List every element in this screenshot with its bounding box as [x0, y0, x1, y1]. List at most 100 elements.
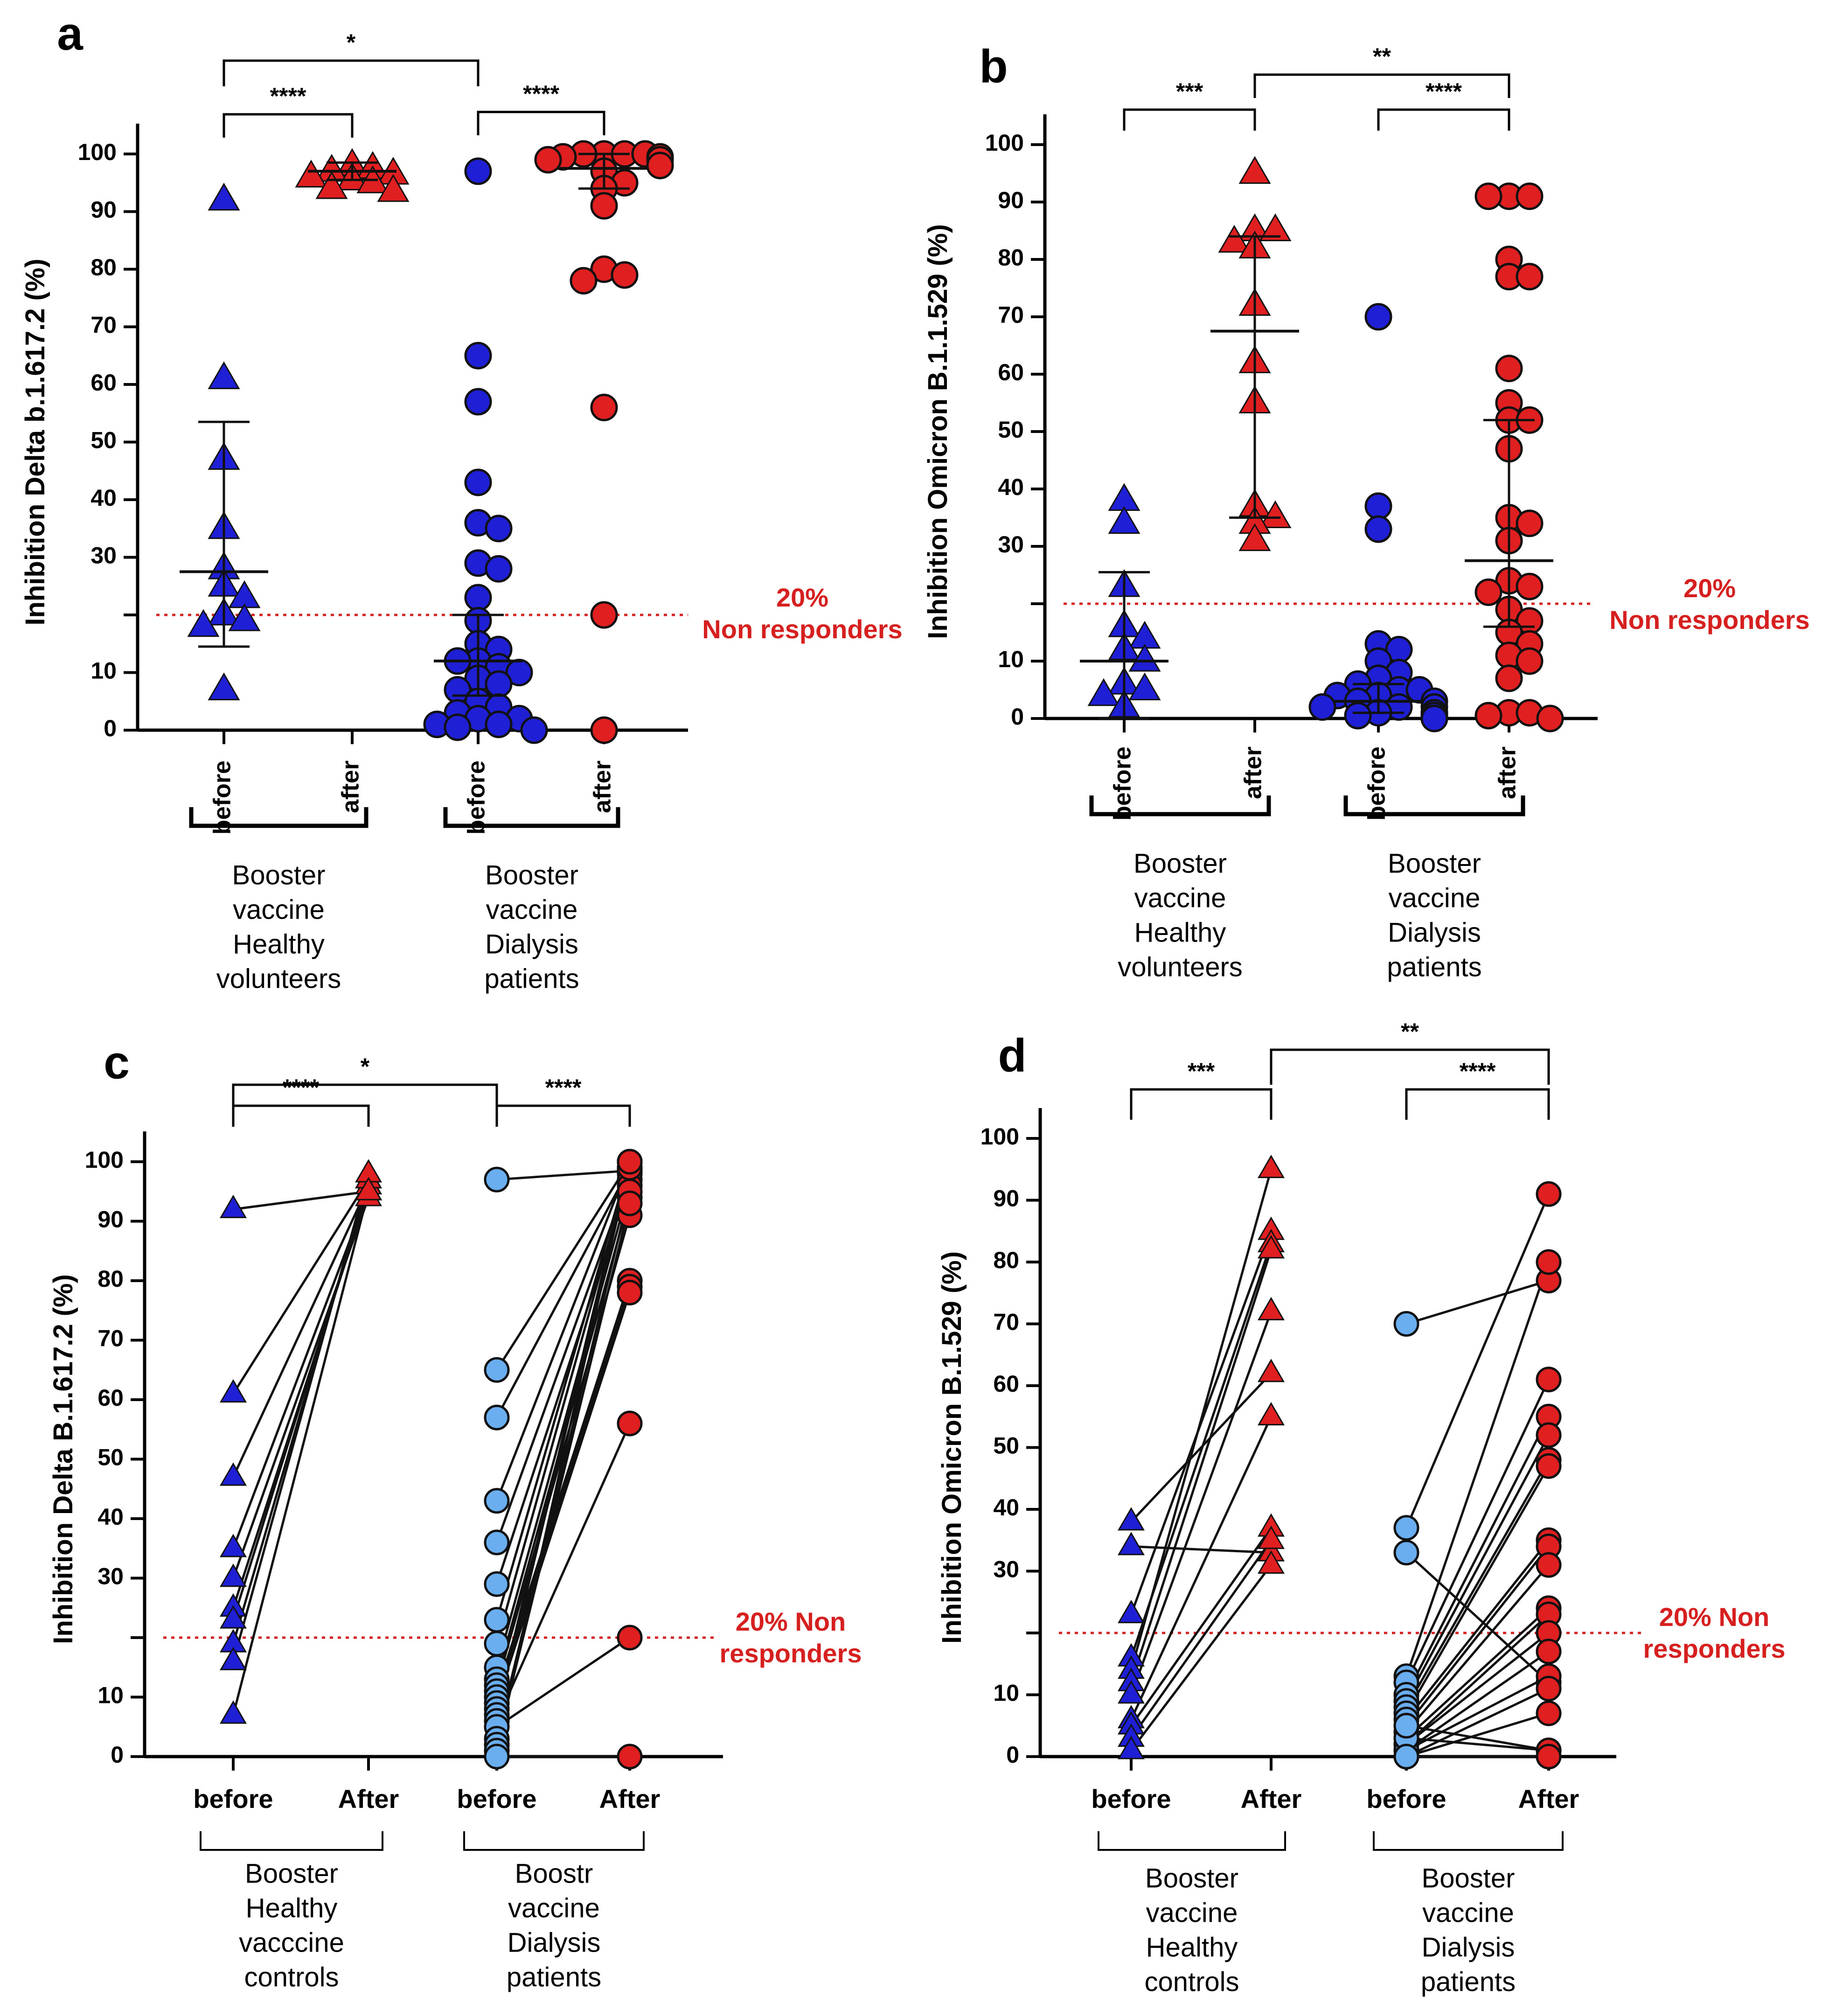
category-label: After — [1518, 1784, 1579, 1814]
data-point-before — [484, 1744, 510, 1770]
paired-line — [1405, 1539, 1550, 1721]
y-tick-label: 90 — [998, 187, 1024, 213]
group-label: Booster — [1422, 1863, 1515, 1893]
paired-line — [1405, 1551, 1550, 1683]
data-point — [1516, 572, 1544, 600]
data-point-after — [617, 1410, 643, 1437]
data-point-before — [484, 1631, 510, 1657]
group-label: Healthy — [1134, 917, 1226, 948]
paired-line — [495, 1161, 631, 1501]
group-label: Dialysis — [1422, 1932, 1515, 1962]
data-point-after — [617, 1625, 643, 1651]
y-axis-title: Inhibition Delta B.1.617.2 (%) — [48, 1274, 78, 1644]
significance-bracket — [495, 1104, 631, 1127]
significance-label: *** — [1176, 78, 1203, 105]
data-point — [1087, 678, 1120, 706]
data-point-after — [355, 1177, 382, 1200]
group-label: Dialysis — [1388, 917, 1481, 948]
data-point — [1420, 705, 1448, 732]
data-point-after — [1257, 1550, 1285, 1574]
group-label: Booster — [1388, 848, 1481, 879]
y-tick-label: 0 — [111, 1742, 124, 1768]
y-tick-label: 40 — [993, 1494, 1019, 1521]
paired-line — [1130, 1416, 1273, 1720]
y-tick-label: 100 — [85, 1147, 124, 1173]
data-point — [485, 711, 513, 739]
group-label: controls — [1144, 1967, 1239, 1997]
data-point-before — [1393, 1311, 1419, 1337]
data-point — [590, 393, 618, 421]
paired-line — [1130, 1311, 1273, 1695]
data-point — [1536, 705, 1564, 732]
group-label: Healthy — [233, 929, 325, 959]
paired-line — [495, 1161, 631, 1371]
data-point-after — [1536, 1552, 1562, 1578]
paired-line — [1130, 1527, 1273, 1727]
data-point — [464, 157, 492, 185]
threshold-label: 20% Non — [1659, 1602, 1770, 1632]
group-label: Healthy — [1146, 1932, 1238, 1962]
data-point — [534, 146, 562, 174]
paired-line — [1405, 1564, 1550, 1733]
group-bracket — [200, 1831, 383, 1851]
paired-line — [495, 1292, 631, 1704]
data-point — [520, 716, 548, 744]
group-bracket — [1089, 795, 1271, 816]
data-point — [1218, 224, 1251, 253]
group-label: Booster — [485, 860, 578, 890]
data-point — [1516, 182, 1544, 210]
group-label: vaccine — [1134, 883, 1226, 913]
group-bracket — [463, 1831, 645, 1851]
significance-label: **** — [523, 81, 559, 107]
significance-bracket — [1253, 73, 1510, 98]
group-label: patients — [484, 963, 579, 994]
data-point-before — [484, 1166, 510, 1193]
data-point — [295, 160, 327, 188]
paired-line — [1405, 1193, 1550, 1528]
group-label: Dialysis — [485, 929, 578, 959]
category-label: after — [337, 760, 364, 813]
category-label: before — [1091, 1784, 1171, 1814]
group-label: Boostr — [515, 1858, 593, 1889]
category-label: After — [599, 1784, 661, 1814]
y-tick-label: 0 — [104, 715, 117, 741]
data-point — [485, 515, 513, 543]
data-point — [590, 192, 618, 220]
significance-label: * — [347, 29, 356, 56]
y-tick-label: 80 — [97, 1266, 124, 1292]
paired-line — [1405, 1262, 1550, 1677]
significance-bracket — [477, 111, 605, 135]
y-tick-label: 10 — [993, 1680, 1019, 1706]
significance-bracket — [232, 1104, 370, 1127]
category-label: before — [193, 1784, 273, 1814]
data-point-before — [1393, 1744, 1419, 1770]
data-point-before — [484, 1607, 510, 1633]
data-point — [464, 388, 492, 416]
group-label: vaccine — [1146, 1897, 1238, 1928]
y-tick-label: 0 — [1006, 1742, 1019, 1768]
data-point-before — [484, 1357, 510, 1383]
y-tick-label: 10 — [90, 658, 117, 684]
y-tick-label: 40 — [97, 1504, 124, 1530]
y-tick-label: 10 — [998, 646, 1024, 672]
data-point-after — [1257, 1154, 1285, 1179]
data-point-before — [1393, 1713, 1419, 1739]
paired-line — [1405, 1632, 1550, 1745]
panel-b: b 0 10 30 40 50 60 70 80 90 100 Inhibition Omicron … — [923, 40, 1810, 982]
data-point — [1364, 492, 1392, 520]
y-tick-label: 50 — [97, 1444, 124, 1471]
paired-line — [495, 1191, 631, 1739]
paired-line — [1405, 1379, 1550, 1683]
panel-label: c — [104, 1036, 130, 1088]
y-tick-label: 40 — [90, 485, 117, 511]
group-bracket — [1098, 1831, 1286, 1851]
data-point-before — [1393, 1515, 1419, 1541]
significance-label: **** — [270, 83, 306, 109]
paired-line — [1130, 1564, 1272, 1751]
group-bracket — [189, 807, 369, 828]
y-tick-label: 30 — [90, 543, 117, 569]
data-point — [1495, 664, 1523, 692]
data-point-after — [1536, 1422, 1562, 1448]
data-point-before — [219, 1646, 247, 1670]
group-label: Healthy — [246, 1893, 338, 1923]
